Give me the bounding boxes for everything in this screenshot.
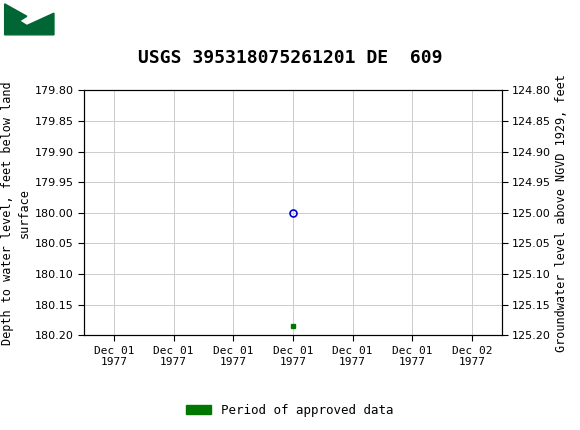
Text: USGS 395318075261201 DE  609: USGS 395318075261201 DE 609 [138, 49, 442, 67]
Bar [5, 4, 54, 35]
Legend: Period of approved data: Period of approved data [181, 399, 399, 421]
Y-axis label: Groundwater level above NGVD 1929, feet: Groundwater level above NGVD 1929, feet [555, 74, 568, 352]
Polygon shape [5, 4, 54, 35]
Text: USGS: USGS [61, 9, 129, 29]
Y-axis label: Depth to water level, feet below land
surface: Depth to water level, feet below land su… [1, 81, 31, 345]
